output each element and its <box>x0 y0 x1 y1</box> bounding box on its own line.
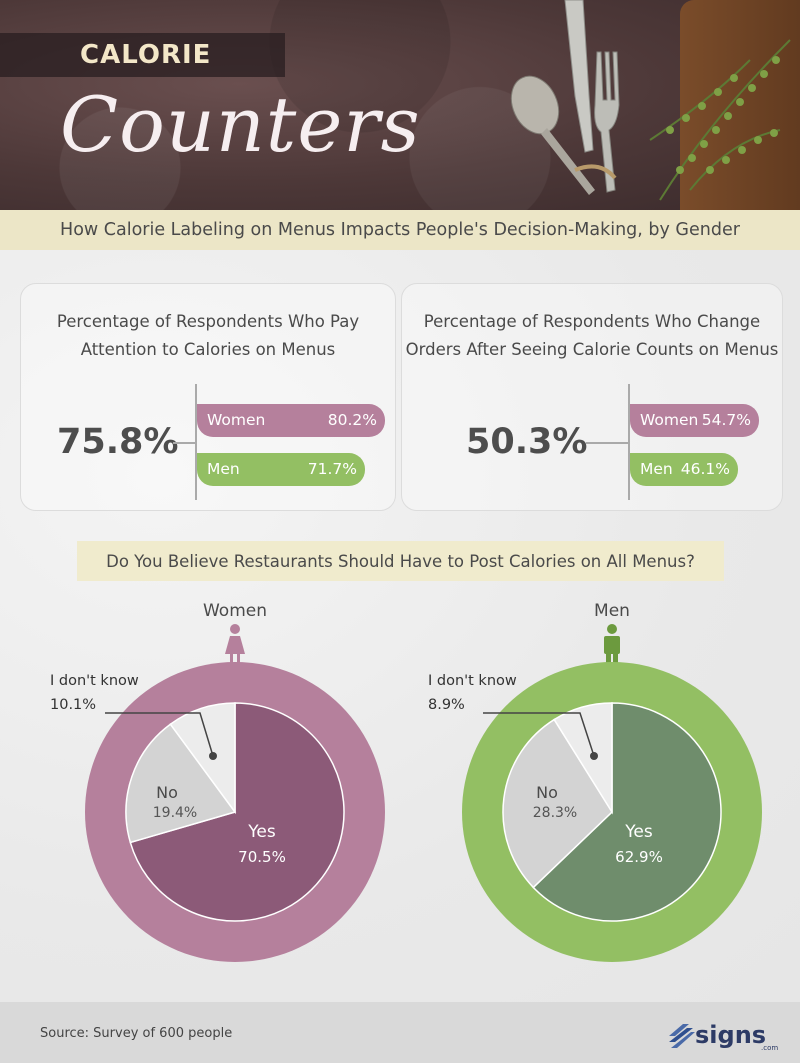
signs-logo: signs .com <box>669 1021 778 1052</box>
card-title-line: Attention to Calories on Menus <box>80 340 336 359</box>
change-orders-card: Percentage of Respondents Who Change Ord… <box>401 283 783 511</box>
bar-label: Women <box>640 411 699 429</box>
attention-card: Percentage of Respondents Who Pay Attent… <box>20 283 396 511</box>
axis-line <box>628 384 630 500</box>
callout-label: I don't know <box>50 673 139 689</box>
callout-line <box>483 712 595 757</box>
pie-title: Men <box>594 601 630 621</box>
slice-dont-know <box>169 702 236 815</box>
question-band: Do You Believe Restaurants Should Have t… <box>77 541 724 581</box>
slice-label: No <box>536 783 558 802</box>
slice-label: No <box>156 783 178 802</box>
callout-dot <box>209 752 217 760</box>
men-bar: Men 71.7% <box>197 453 365 486</box>
subtitle-band: How Calorie Labeling on Menus Impacts Pe… <box>0 210 800 250</box>
slice-no <box>502 718 613 889</box>
man-icon <box>604 624 620 668</box>
card-title: Percentage of Respondents Who Pay Attent… <box>21 308 395 364</box>
women-bar: Women 54.7% <box>630 404 759 437</box>
card-title-line: Orders After Seeing Calorie Counts on Me… <box>405 340 779 359</box>
woman-icon <box>225 624 245 666</box>
header-banner: CALORIE Counters <box>0 0 800 210</box>
connector-line <box>586 442 628 444</box>
bar-label: Women <box>207 411 266 429</box>
thyme-herb-icon <box>649 39 791 201</box>
callout-line <box>105 712 214 757</box>
slice-label: Yes <box>247 822 276 842</box>
signs-mark-icon <box>669 1024 695 1048</box>
logo-text: signs <box>695 1021 766 1049</box>
pie-title: Women <box>203 601 267 621</box>
source-note: Source: Survey of 600 people <box>40 1026 233 1041</box>
callout-value: 10.1% <box>50 697 96 713</box>
footer: Source: Survey of 600 people signs .com <box>0 1002 800 1063</box>
bar-label: Men <box>207 460 240 478</box>
slice-dont-know <box>553 702 613 815</box>
title-kicker: CALORIE <box>80 40 212 70</box>
bar-value: 71.7% <box>307 460 357 478</box>
page-title: Counters <box>60 80 421 169</box>
bar-value: 54.7% <box>701 411 751 429</box>
bar-value: 80.2% <box>327 411 377 429</box>
slice-no <box>125 723 237 844</box>
slice-value: 28.3% <box>533 805 577 821</box>
bar-value: 46.1% <box>680 460 730 478</box>
card-title-line: Percentage of Respondents Who Pay <box>56 312 360 331</box>
slice-value: 62.9% <box>615 848 663 866</box>
slice-value: 19.4% <box>153 805 197 821</box>
callout-dot <box>590 752 598 760</box>
card-title: Percentage of Respondents Who Change Ord… <box>402 308 782 364</box>
women-bar: Women 80.2% <box>197 404 385 437</box>
callout-label: I don't know <box>428 673 517 689</box>
slice-value: 70.5% <box>238 848 286 866</box>
overall-percentage: 75.8% <box>57 422 179 462</box>
women-donut: Women Yes 70.5% No 19.4% I don't know 10.1% <box>50 601 385 962</box>
kicker-band <box>0 33 285 77</box>
connector-line <box>173 442 195 444</box>
men-donut: Men Yes 62.9% No 28.3% I don't know 8.9% <box>428 601 762 962</box>
infographic-subtitle: How Calorie Labeling on Menus Impacts Pe… <box>60 220 740 240</box>
question-heading: Do You Believe Restaurants Should Have t… <box>106 551 695 571</box>
logo-subtext: .com <box>761 1044 778 1052</box>
men-bar: Men 46.1% <box>630 453 738 486</box>
slice-label: Yes <box>624 822 653 842</box>
slice-yes <box>129 702 345 922</box>
card-title-line: Percentage of Respondents Who Change <box>423 312 761 331</box>
pie-charts: Women Yes 70.5% No 19.4% I don't know 10.1% Men… <box>50 601 762 962</box>
overall-percentage: 50.3% <box>466 422 588 462</box>
slice-yes <box>532 702 722 922</box>
bar-label: Men <box>640 460 673 478</box>
cutlery-icon <box>510 0 620 195</box>
axis-line <box>195 384 197 500</box>
callout-value: 8.9% <box>428 697 465 713</box>
